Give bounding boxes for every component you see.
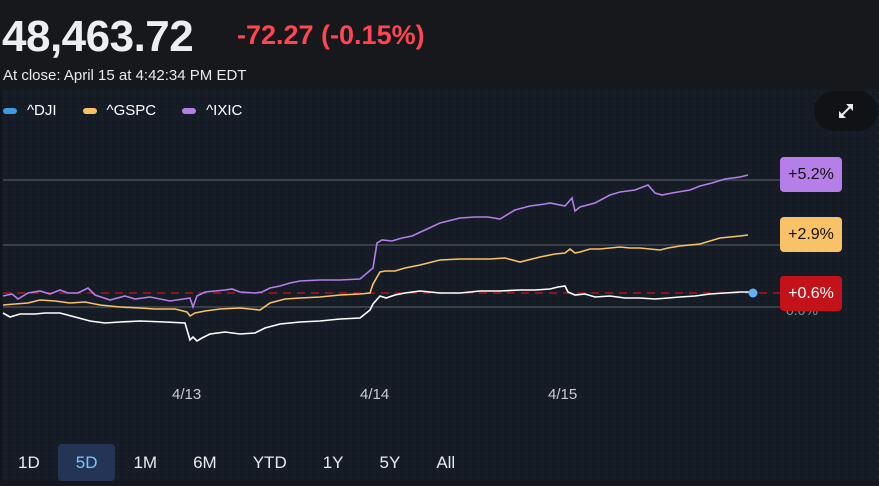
price: 48,463.72: [2, 12, 194, 61]
chart-legend: ^DJI ^GSPC ^IXIC: [3, 102, 242, 119]
expand-arrows-icon: [839, 104, 853, 118]
gspc-swatch-icon: [82, 107, 97, 114]
range-1d[interactable]: 1D: [18, 452, 40, 472]
range-5d[interactable]: 5D: [57, 444, 116, 481]
legend-item-dji[interactable]: ^DJI: [3, 102, 57, 119]
legend-label: ^IXIC: [206, 102, 243, 119]
time-range-selector: 1D 5D 1M 6M YTD 1Y 5Y All: [0, 444, 473, 481]
range-all[interactable]: All: [436, 452, 456, 472]
dji-swatch-icon: [3, 107, 17, 114]
ixic-swatch-icon: [182, 107, 197, 114]
legend-label: ^GSPC: [106, 102, 157, 119]
legend-item-ixic[interactable]: ^IXIC: [182, 102, 242, 119]
line-chart[interactable]: [0, 140, 879, 380]
quote-header: 48,463.72 -72.27 (-0.15%) At close: Apri…: [0, 0, 879, 89]
expand-chart-button[interactable]: [814, 91, 878, 131]
series-ixic: [2, 174, 749, 310]
legend-item-gspc[interactable]: ^GSPC: [82, 102, 157, 119]
series-gspc: [2, 234, 749, 318]
price-change: -72.27 (-0.15%): [237, 20, 425, 50]
ixic-end-badge: +5.2%: [780, 157, 842, 192]
close-time: At close: April 15 at 4:42:34 PM EDT: [3, 67, 247, 84]
range-1m[interactable]: 1M: [133, 452, 158, 472]
range-6m[interactable]: 6M: [193, 452, 217, 472]
x-tick-label: 4/14: [360, 386, 390, 403]
current-point-marker: [748, 288, 758, 298]
series-dji: [2, 285, 753, 343]
legend-label: ^DJI: [27, 102, 57, 119]
range-5y[interactable]: 5Y: [379, 452, 401, 472]
range-1y[interactable]: 1Y: [322, 452, 344, 472]
gspc-end-badge: +2.9%: [780, 217, 842, 252]
x-tick-label: 4/15: [548, 386, 578, 403]
dji-end-badge: +0.6%: [780, 276, 842, 311]
range-ytd[interactable]: YTD: [252, 452, 287, 472]
bottom-edge: [0, 481, 879, 486]
chart-panel: [0, 89, 879, 486]
x-tick-label: 4/13: [172, 386, 202, 403]
